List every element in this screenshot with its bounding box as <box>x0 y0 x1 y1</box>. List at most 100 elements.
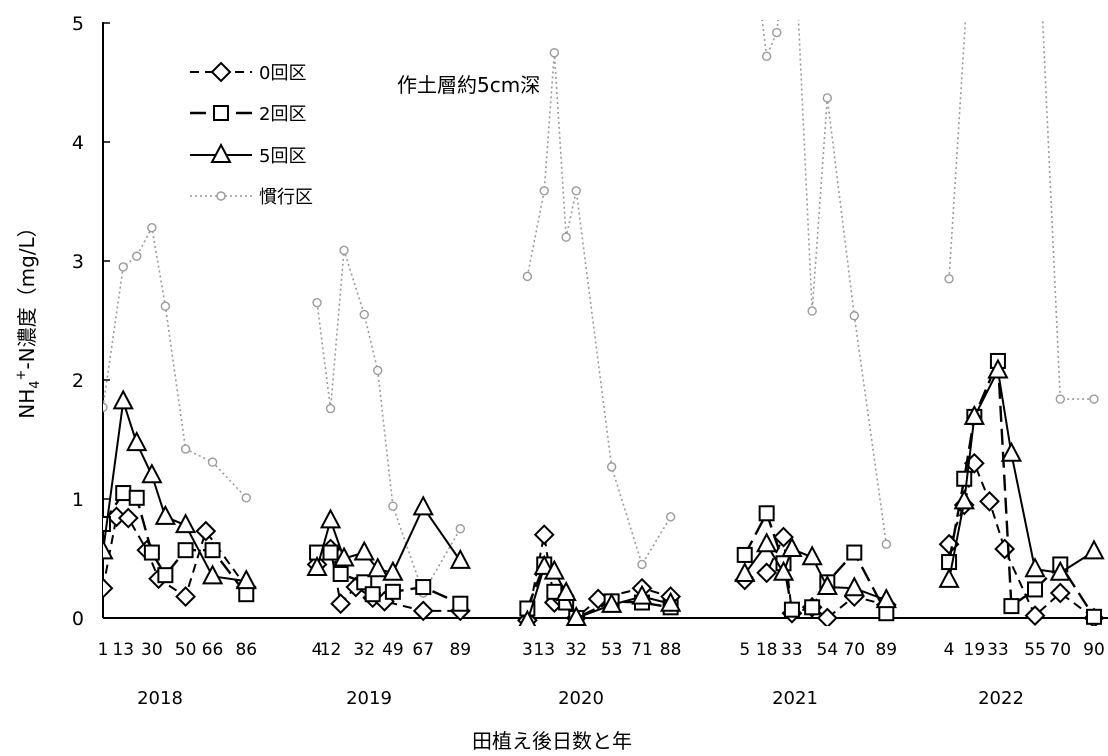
data-point-triangle <box>533 554 555 575</box>
year-label: 2018 <box>137 688 183 709</box>
data-point-diamond <box>1024 605 1046 626</box>
data-point-circle <box>881 539 892 549</box>
y-axis-label-sub: 4 <box>28 380 43 388</box>
y-axis-label-rest: -N濃度（mg/L） <box>15 217 39 369</box>
chart-annotation: 作土層約5cm深 <box>397 73 540 97</box>
x-tick-label: 4 <box>944 640 955 660</box>
data-point-triangle <box>816 574 838 596</box>
data-point-triangle <box>555 580 577 602</box>
data-point-triangle <box>938 567 960 588</box>
x-tick-label: 32 <box>565 640 587 660</box>
legend-item: 慣行区 <box>190 187 313 208</box>
series-line <box>316 546 461 612</box>
data-point-circle <box>561 232 571 242</box>
data-point-square <box>1086 608 1102 625</box>
x-tick-label: 90 <box>1083 640 1105 660</box>
data-point-triangle <box>631 584 653 605</box>
y-tick-label: 3 <box>72 251 84 273</box>
data-point-triangle <box>963 404 985 425</box>
x-tick-label: 67 <box>412 640 434 660</box>
data-point-diamond <box>1049 582 1071 604</box>
x-tick-label: 71 <box>631 640 653 660</box>
y-tick-label: 2 <box>72 370 84 392</box>
data-point-triangle <box>1000 441 1023 462</box>
x-tick-label: 89 <box>875 640 897 660</box>
x-tick-label: 49 <box>382 640 404 660</box>
y-tick-label: 1 <box>72 489 84 511</box>
data-point-square <box>758 505 775 522</box>
data-point-circle <box>180 444 191 454</box>
data-point-triangle <box>367 557 389 578</box>
data-point-triangle <box>875 588 897 609</box>
data-point-square <box>1003 598 1020 615</box>
data-point-triangle <box>734 561 756 582</box>
series-line <box>526 52 672 567</box>
x-tick-label: 55 <box>1024 640 1046 660</box>
x-tick-label: 18 <box>756 640 778 660</box>
data-point-diamond <box>175 586 196 607</box>
data-point-circle <box>325 403 336 414</box>
data-point-diamond <box>103 577 114 599</box>
data-point-circle <box>339 245 349 255</box>
x-tick-label: 86 <box>235 640 257 660</box>
series-line <box>103 515 248 599</box>
data-point-circle <box>522 271 533 282</box>
data-point-square <box>364 586 381 603</box>
data-point-square <box>322 544 339 561</box>
data-point-square <box>956 470 973 487</box>
x-tick-label: 33 <box>781 640 803 660</box>
data-point-circle <box>1055 394 1065 404</box>
data-point-circle <box>665 512 676 522</box>
x-tick-label: 70 <box>843 640 865 660</box>
y-tick-label: 0 <box>72 608 84 630</box>
x-tick-label: 3 <box>522 640 533 660</box>
year-label: 2022 <box>978 688 1024 709</box>
data-point-square <box>846 544 863 561</box>
data-point-triangle <box>201 564 224 585</box>
data-point-circle <box>103 402 108 413</box>
data-point-square <box>128 489 145 506</box>
x-tick-label: 89 <box>449 640 471 660</box>
data-point-triangle <box>353 540 375 561</box>
data-point-triangle <box>659 591 682 612</box>
data-point-circle <box>571 186 581 196</box>
data-point-square <box>115 485 132 502</box>
series-triangle <box>103 358 1105 626</box>
legend-label: 2回区 <box>259 104 306 125</box>
data-point-triangle <box>565 605 587 626</box>
data-point-circle <box>539 186 549 196</box>
data-point-triangle <box>772 560 795 581</box>
x-axis-label: 田植え後日数と年 <box>472 729 632 753</box>
year-label: 2019 <box>346 688 392 709</box>
x-tick-label: 70 <box>1049 640 1071 660</box>
legend-item: 5回区 <box>190 142 306 167</box>
x-tick-label: 13 <box>112 640 134 660</box>
x-tick-label: 30 <box>141 640 163 660</box>
data-point-triangle <box>801 545 823 566</box>
year-label: 2020 <box>558 688 604 709</box>
data-point-diamond <box>994 538 1016 560</box>
data-point-circle <box>606 462 617 472</box>
data-point-square <box>384 583 401 600</box>
series-line <box>948 20 1094 400</box>
x-tick-label: 19 <box>964 640 986 660</box>
data-point-circle <box>455 524 466 534</box>
data-point-triangle <box>543 559 565 580</box>
data-point-triangle <box>843 576 865 597</box>
data-point-triangle <box>953 489 975 510</box>
series-line <box>526 534 671 621</box>
x-tick-label: 88 <box>660 640 682 660</box>
legend-label: 5回区 <box>259 146 306 167</box>
data-point-triangle <box>319 508 342 529</box>
data-point-triangle <box>412 495 434 516</box>
data-point-triangle <box>306 555 328 577</box>
data-point-square <box>204 542 221 559</box>
data-point-circle <box>312 297 322 308</box>
x-tick-label: 12 <box>320 640 342 660</box>
data-point-diamond <box>773 526 794 548</box>
data-point-circle <box>1089 394 1099 404</box>
x-tick-label: 33 <box>987 640 1009 660</box>
data-point-circle <box>761 51 772 62</box>
